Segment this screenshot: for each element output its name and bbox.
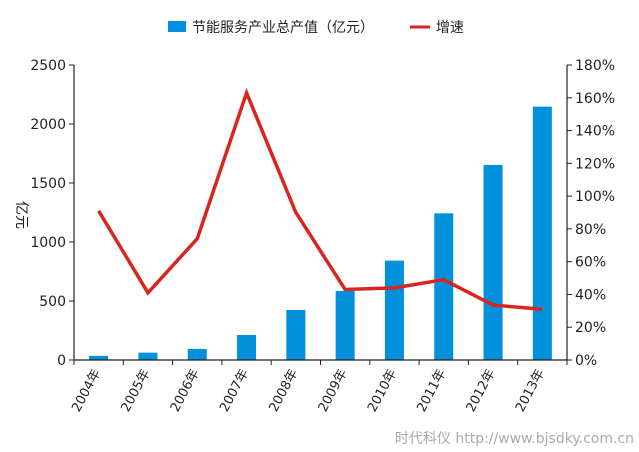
y2-tick-label: 80% bbox=[575, 222, 606, 238]
bar bbox=[484, 165, 503, 360]
x-tick-label: 2006年 bbox=[168, 367, 203, 415]
x-tick-label: 2009年 bbox=[316, 367, 351, 415]
y-axis-label: 亿元 bbox=[13, 201, 29, 229]
y-tick-label: 1000 bbox=[30, 235, 66, 251]
y-tick-label: 500 bbox=[39, 294, 66, 310]
y2-tick-label: 180% bbox=[575, 58, 615, 74]
x-tick-label: 2008年 bbox=[266, 367, 301, 415]
y-tick-label: 2000 bbox=[30, 117, 66, 133]
bar bbox=[237, 335, 256, 360]
growth-line bbox=[99, 93, 543, 309]
x-tick-label: 2007年 bbox=[217, 367, 252, 415]
x-tick-label: 2010年 bbox=[365, 367, 400, 415]
x-tick-label: 2011年 bbox=[414, 367, 449, 415]
y-tick-label: 0 bbox=[57, 353, 66, 369]
y2-tick-label: 40% bbox=[575, 287, 606, 303]
bar bbox=[434, 213, 453, 360]
y2-tick-label: 100% bbox=[575, 189, 615, 205]
legend-bar-label: 节能服务产业总产值（亿元） bbox=[192, 20, 374, 36]
bar bbox=[89, 356, 108, 360]
y2-tick-label: 0% bbox=[575, 353, 597, 369]
y2-tick-label: 120% bbox=[575, 156, 615, 172]
y2-tick-label: 60% bbox=[575, 255, 606, 271]
bar bbox=[385, 261, 404, 360]
x-tick-label: 2005年 bbox=[119, 367, 154, 415]
x-tick-label: 2004年 bbox=[69, 367, 104, 415]
bar bbox=[188, 349, 207, 360]
x-tick-label: 2013年 bbox=[513, 367, 548, 415]
y2-tick-label: 140% bbox=[575, 124, 615, 140]
y2-tick-label: 160% bbox=[575, 91, 615, 107]
legend: 节能服务产业总产值（亿元） 增速 bbox=[168, 20, 464, 36]
y-tick-label: 1500 bbox=[30, 176, 66, 192]
bar bbox=[533, 107, 552, 360]
bar bbox=[336, 291, 355, 360]
legend-bar-swatch bbox=[168, 21, 186, 32]
bar bbox=[286, 310, 305, 360]
bar bbox=[138, 353, 157, 360]
watermark: 时代科仪 http://www.bjsdky.com.cn bbox=[395, 431, 634, 447]
x-tick-label: 2012年 bbox=[464, 367, 499, 415]
y2-tick-label: 20% bbox=[575, 320, 606, 336]
y-tick-label: 2500 bbox=[30, 58, 66, 74]
legend-line-label: 增速 bbox=[436, 20, 464, 36]
